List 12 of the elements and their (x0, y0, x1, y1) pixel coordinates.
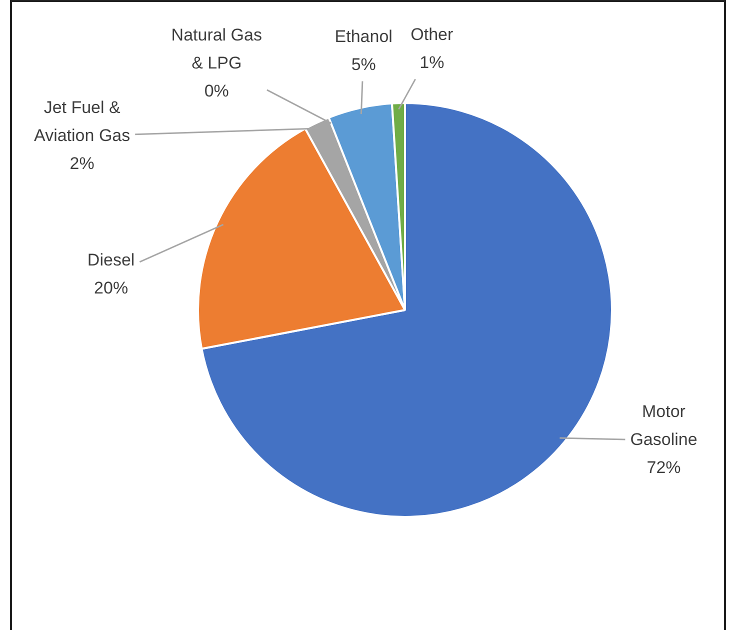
slice-label: Diesel (87, 250, 135, 270)
data-label: 2% (70, 154, 94, 173)
category-label: Natural Gas & LPG (171, 25, 262, 72)
text: 0% (204, 81, 229, 100)
data-label: 20% (94, 278, 128, 298)
slice-label: Motor Gasoline (630, 402, 698, 450)
slice-label: Jet Fuel & Aviation Gas (34, 98, 130, 145)
slice-label: Ethanol (334, 26, 392, 46)
slice-label: Other (410, 24, 454, 44)
data-label: 72% (646, 458, 681, 478)
data-label: 5% (351, 54, 376, 74)
data-label: 1% (420, 52, 444, 72)
